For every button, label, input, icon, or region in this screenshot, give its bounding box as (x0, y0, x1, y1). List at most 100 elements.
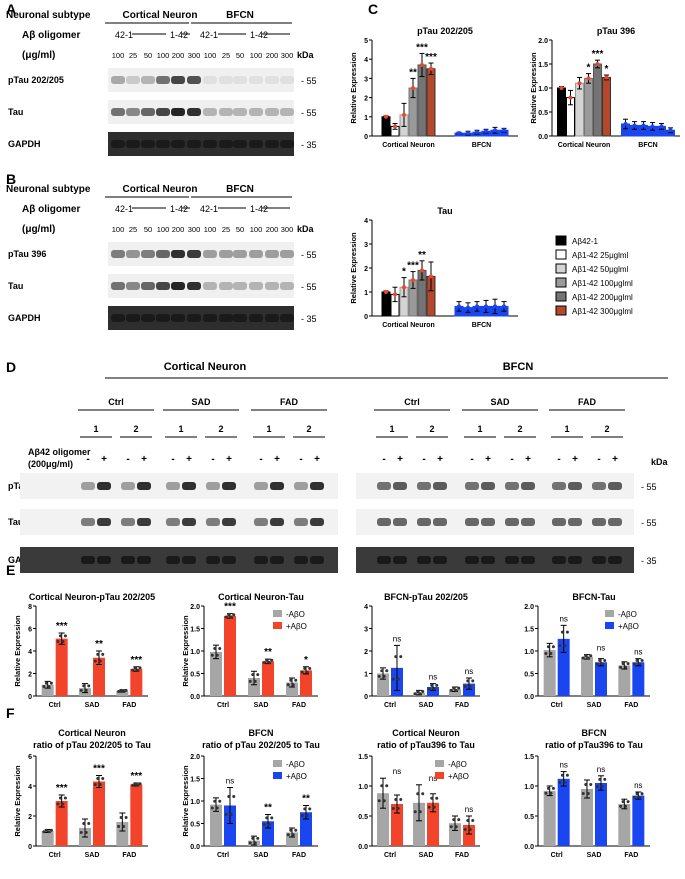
data-point (79, 831, 83, 834)
data-point (454, 688, 458, 692)
legend-swatch (555, 235, 567, 246)
data-point (251, 836, 255, 840)
y-tick-label: 8 (28, 604, 32, 611)
legend-swatch (605, 610, 614, 617)
bar (413, 802, 425, 846)
d-blot-band (393, 556, 407, 564)
d-blot-band (417, 556, 431, 564)
blot-band (141, 250, 155, 258)
d-sign-label: + (314, 454, 320, 465)
chart-title: BFCN-Tau (572, 592, 615, 602)
d-blot-band (568, 482, 582, 490)
blot-kda-marker: - 35 (301, 140, 317, 150)
y-tick-label: 5 (364, 38, 368, 45)
data-point (563, 780, 567, 784)
data-point (421, 690, 425, 693)
significance-mark: * (605, 64, 609, 75)
d-line-label: 2 (218, 424, 223, 434)
data-point (138, 666, 142, 670)
blot-band (265, 282, 279, 290)
legend-label: Aβ1-42 25μglml (572, 251, 629, 260)
d-line-label: 2 (306, 424, 311, 434)
data-point (633, 795, 637, 799)
d-blot-band (166, 482, 180, 490)
blot-band (249, 76, 263, 84)
subtype-label: Neuronal subtype (6, 10, 91, 21)
d-sign-label: - (171, 454, 174, 465)
d-sign-label: - (422, 454, 425, 465)
data-point (213, 647, 217, 651)
dose-label: 50 (236, 225, 244, 234)
data-point (384, 290, 388, 294)
blot-band (265, 140, 279, 148)
blot-band (111, 108, 125, 116)
d-kda-label: kDa (651, 457, 669, 467)
d-blot-band (521, 556, 535, 564)
d-blot-band (608, 518, 622, 526)
data-point (621, 662, 625, 666)
data-point (119, 816, 123, 819)
data-point (418, 810, 422, 814)
blot-band (156, 76, 170, 84)
d-blot-band (182, 556, 196, 564)
blot-band (219, 140, 233, 148)
significance-mark: ns (597, 765, 605, 774)
y-tick-label: 2 (364, 266, 368, 273)
data-point (600, 662, 604, 666)
blot-kda-marker: - 55 (301, 76, 317, 86)
bfcn-header: BFCN (226, 10, 254, 21)
data-point (568, 95, 573, 100)
data-point (638, 662, 642, 666)
chart-subtitle: ratio of pTau 202/205 to Tau (202, 740, 320, 750)
d-sign-label: - (86, 454, 89, 465)
y-tick-label: 2.0 (190, 754, 200, 761)
x-category-label: BFCN (472, 142, 491, 149)
data-point (493, 128, 497, 133)
blot-band (219, 250, 233, 258)
d-line-label: 1 (564, 424, 569, 434)
data-point (215, 653, 219, 657)
significance-mark: ** (302, 794, 310, 805)
data-point (229, 813, 233, 816)
data-point (218, 647, 222, 651)
oligomer-42-1: 42-1 (200, 30, 218, 40)
d-blot-band (270, 518, 284, 526)
blot-band (187, 314, 201, 322)
legend-swatch (273, 610, 282, 617)
d-unit-label: (200μg/ml) (28, 459, 73, 469)
y-tick-label: 0.0 (190, 694, 200, 701)
data-point (659, 124, 664, 129)
bar (130, 669, 143, 696)
bar (116, 690, 129, 696)
x-category-label: FAD (292, 852, 306, 859)
blot-band (233, 76, 247, 84)
blot-band (265, 108, 279, 116)
data-point (384, 114, 388, 119)
data-point (449, 825, 453, 829)
d-blot-band (254, 518, 268, 526)
significance-mark: ns (393, 634, 401, 643)
blot-band (265, 76, 279, 84)
data-point (619, 665, 623, 669)
data-point (466, 305, 470, 310)
oligomer-label: Aβ oligomer (22, 204, 80, 215)
data-point (551, 645, 555, 649)
data-point (218, 799, 222, 803)
data-point (471, 679, 475, 683)
data-point (56, 639, 60, 643)
d-kda-marker: - 55 (641, 518, 657, 528)
d-blot-band (608, 482, 622, 490)
data-point (544, 651, 548, 655)
d-row-label: Tau (8, 517, 23, 527)
dose-label: 300 (188, 51, 201, 60)
blot-kda-marker: - 55 (301, 250, 317, 260)
data-point (61, 639, 65, 643)
y-tick-label: 2 (364, 649, 368, 656)
data-point (303, 807, 307, 811)
data-point (248, 841, 252, 845)
data-point (635, 658, 639, 662)
x-category-label: BFCN (472, 322, 491, 329)
data-point (42, 684, 46, 688)
data-point (289, 828, 293, 832)
